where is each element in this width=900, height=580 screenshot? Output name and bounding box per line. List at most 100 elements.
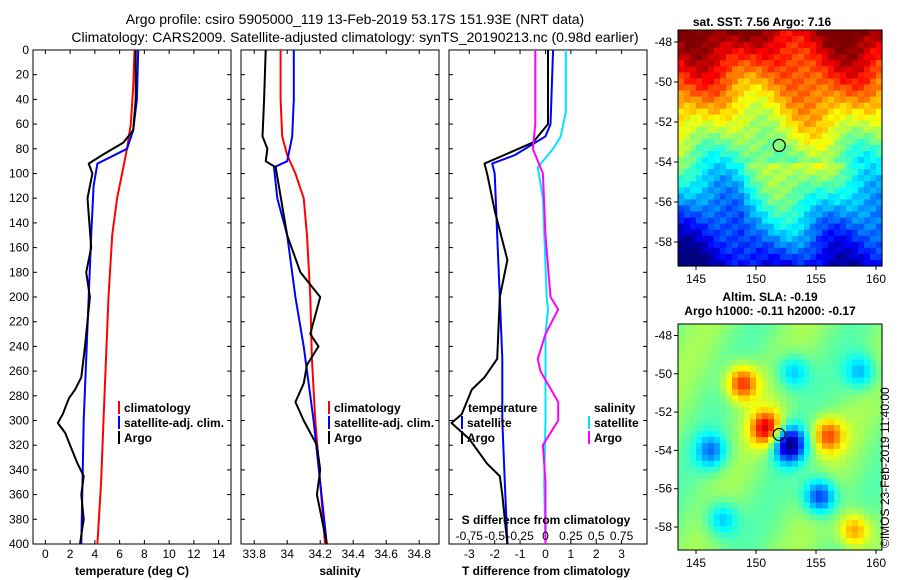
sst-cell: [744, 96, 751, 104]
sla-cell: [810, 460, 817, 468]
sla-cell: [774, 353, 781, 361]
sst-cell: [738, 193, 745, 201]
sst-cell: [756, 66, 763, 73]
sst-cell: [786, 259, 793, 267]
sla-cell: [720, 425, 727, 432]
sst-cell: [804, 36, 811, 43]
sst-cell: [846, 72, 853, 80]
sst-cell: [864, 36, 871, 43]
sst-cell: [792, 108, 799, 116]
sla-cell: [732, 324, 739, 331]
sst-cell: [684, 72, 691, 80]
sla-cell: [762, 389, 769, 396]
sla-cell: [714, 365, 721, 373]
sla-cell: [720, 442, 727, 450]
sla-cell: [792, 419, 799, 426]
sla-cell: [780, 508, 787, 515]
sst-cell: [810, 96, 817, 104]
sla-cell: [774, 478, 781, 486]
sla-cell: [876, 472, 883, 480]
sst-cell: [720, 78, 727, 86]
sst-cell: [822, 151, 829, 158]
sla-cell: [798, 324, 805, 331]
sst-cell: [732, 247, 739, 255]
sla-cell: [780, 407, 787, 414]
sst-cell: [720, 259, 727, 267]
sst-cell: [822, 126, 829, 134]
sst-cell: [870, 253, 877, 261]
sst-cell: [834, 132, 841, 140]
sst-cell: [774, 169, 781, 176]
sst-cell: [864, 205, 871, 213]
sst-cell: [822, 247, 829, 255]
sst-cell: [798, 199, 805, 207]
sla-cell: [864, 520, 871, 527]
sst-cell: [786, 78, 793, 86]
sla-cell: [780, 353, 787, 361]
sst-cell: [876, 114, 883, 122]
sst-cell: [780, 108, 787, 116]
sst-cell: [714, 96, 721, 104]
sst-cell: [732, 84, 739, 92]
sla-cell: [720, 472, 727, 480]
sla-cell: [816, 437, 823, 444]
sla-cell: [714, 353, 721, 361]
sst-cell: [768, 30, 775, 37]
sla-cell: [714, 371, 721, 379]
sla-cell: [744, 389, 751, 396]
sst-cell: [762, 84, 769, 92]
sla-cell: [750, 413, 757, 420]
sla-cell: [846, 514, 853, 521]
sst-cell: [684, 54, 691, 61]
sla-cell: [852, 401, 859, 408]
sst-cell: [738, 90, 745, 98]
sst-cell: [708, 72, 715, 80]
sla-cell: [774, 544, 781, 551]
sst-cell: [864, 199, 871, 207]
sla-cell: [810, 389, 817, 396]
sst-cell: [726, 211, 733, 219]
sla-cell: [780, 324, 787, 331]
sst-cell: [702, 60, 709, 67]
sst-cell: [858, 235, 865, 243]
sla-cell: [696, 437, 703, 444]
sla-cell: [684, 544, 691, 551]
sla-cell: [852, 478, 859, 486]
sla-cell: [750, 460, 757, 468]
sla-cell: [762, 377, 769, 385]
sla-cell: [780, 484, 787, 492]
sla-cell: [816, 383, 823, 391]
sst-cell: [828, 157, 835, 164]
sla-cell: [738, 401, 745, 408]
sst-cell: [696, 120, 703, 128]
sla-cell: [690, 514, 697, 521]
sst-cell: [708, 114, 715, 122]
sla-cell: [816, 472, 823, 480]
sla-cell: [684, 484, 691, 492]
sla-cell: [684, 324, 691, 331]
sst-cell: [768, 253, 775, 261]
sla-cell: [780, 526, 787, 533]
sla-cell: [786, 472, 793, 480]
sst-cell: [750, 132, 757, 140]
sla-cell: [756, 401, 763, 408]
sla-cell: [828, 401, 835, 408]
sst-cell: [828, 120, 835, 128]
sst-cell: [792, 114, 799, 122]
sst-cell: [828, 247, 835, 255]
sla-cell: [798, 389, 805, 396]
sst-cell: [858, 144, 865, 152]
sst-cell: [792, 259, 799, 267]
sla-cell: [708, 341, 715, 349]
sla-cell: [810, 437, 817, 444]
sla-cell: [702, 377, 709, 385]
sst-cell: [738, 163, 745, 170]
sst-cell: [696, 72, 703, 80]
sla-cell: [708, 413, 715, 420]
sst-cell: [828, 235, 835, 243]
salinity-series: [261, 49, 328, 545]
sst-cell: [810, 126, 817, 134]
sst-cell: [684, 96, 691, 104]
sst-cell: [756, 36, 763, 43]
sst-cell: [840, 163, 847, 170]
